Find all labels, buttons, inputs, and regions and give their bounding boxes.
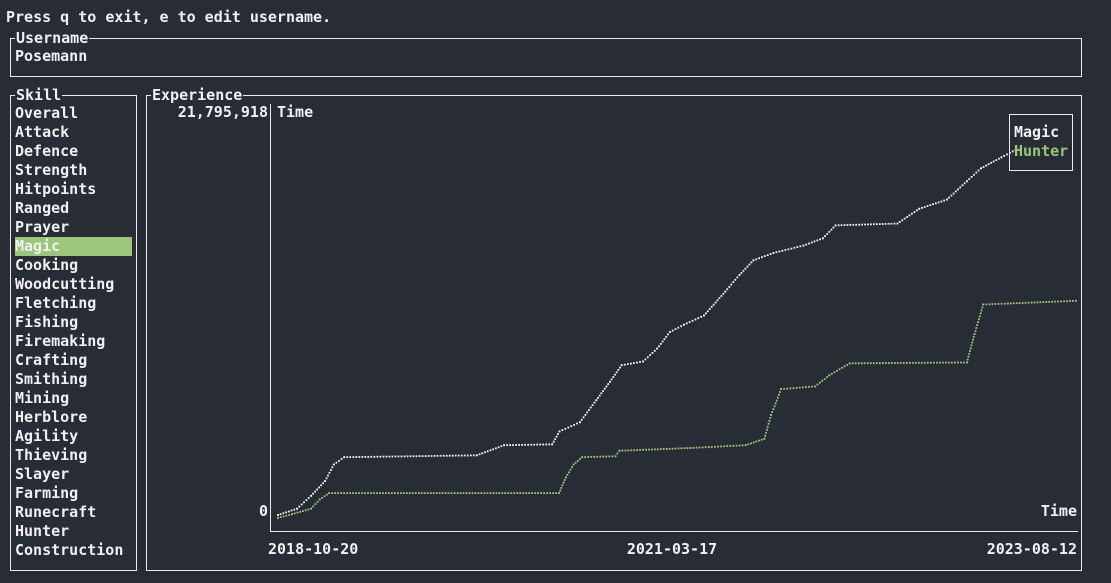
skill-item-woodcutting[interactable]: Woodcutting [15, 275, 115, 293]
skill-item-smithing[interactable]: Smithing [15, 370, 88, 388]
skill-item-runecraft[interactable]: Runecraft [15, 503, 97, 521]
username-value[interactable]: Posemann [15, 47, 88, 65]
skill-item-firemaking[interactable]: Firemaking [15, 332, 106, 350]
username-panel[interactable]: Username Posemann [10, 29, 1082, 77]
skill-item-fletching[interactable]: Fletching [15, 294, 97, 312]
skill-item-farming[interactable]: Farming [15, 484, 79, 502]
skill-item-defence[interactable]: Defence [15, 142, 79, 160]
skill-item-fishing[interactable]: Fishing [15, 313, 79, 331]
skill-item-thieving[interactable]: Thieving [15, 446, 88, 464]
experience-panel: Experience [146, 86, 1082, 571]
skill-item-mining[interactable]: Mining [15, 389, 70, 407]
skill-item-attack[interactable]: Attack [15, 123, 70, 141]
skill-list-panel: Skill Overall Attack Defence Strength Hitpoi… [10, 86, 137, 571]
skill-list-title: Skill [15, 86, 63, 105]
skill-item-agility[interactable]: Agility [15, 427, 79, 445]
skill-item-strength[interactable]: Strength [15, 161, 88, 179]
skill-item-prayer[interactable]: Prayer [15, 218, 70, 236]
skill-item-construction[interactable]: Construction [15, 541, 124, 559]
username-panel-title: Username [15, 29, 90, 48]
help-text: Press q to exit, e to edit username. [6, 8, 332, 26]
skill-item-hunter[interactable]: Hunter [15, 522, 70, 540]
skill-item-herblore[interactable]: Herblore [15, 408, 88, 426]
skill-item-cooking[interactable]: Cooking [15, 256, 79, 274]
skill-item-hitpoints[interactable]: Hitpoints [15, 180, 97, 198]
skill-item-magic[interactable]: Magic [15, 237, 132, 256]
experience-panel-title: Experience [151, 86, 244, 105]
skill-item-ranged[interactable]: Ranged [15, 199, 70, 217]
skill-item-overall[interactable]: Overall [15, 104, 79, 122]
skill-item-crafting[interactable]: Crafting [15, 351, 88, 369]
skill-item-slayer[interactable]: Slayer [15, 465, 70, 483]
